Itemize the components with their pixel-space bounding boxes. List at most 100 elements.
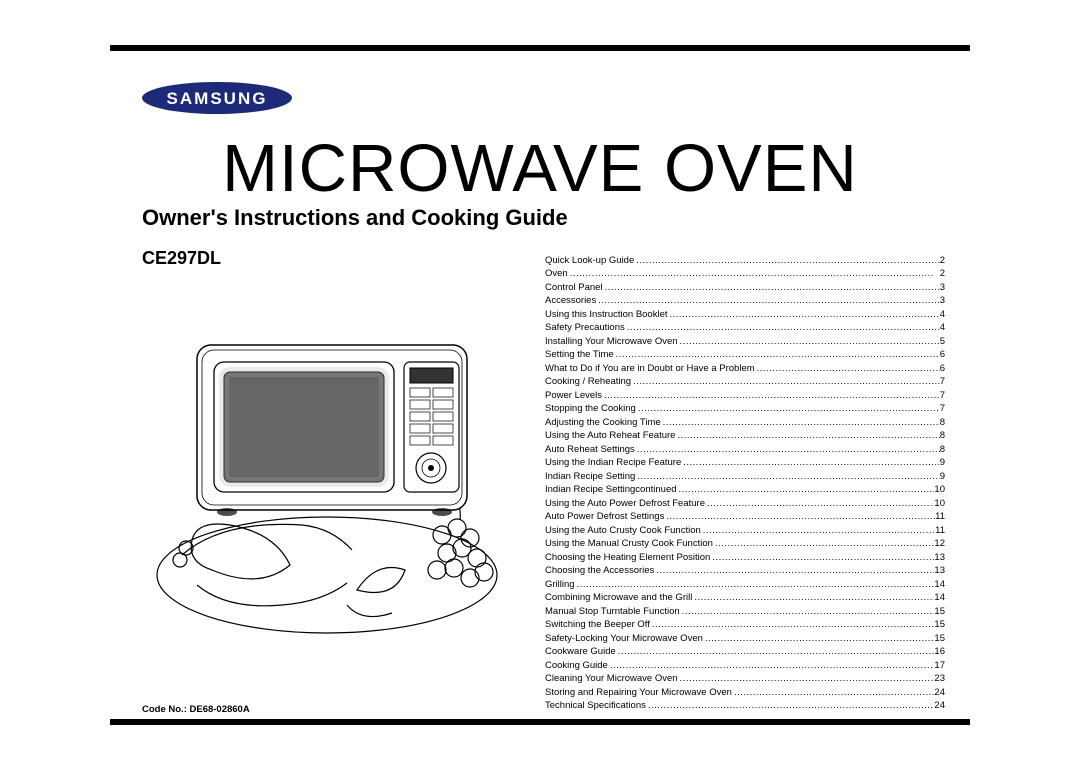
toc-row: Choosing the Heating Element Position13 (545, 551, 945, 564)
toc-label: Indian Recipe Setting (545, 470, 635, 483)
toc-row: Adjusting the Cooking Time8 (545, 416, 945, 429)
toc-row: Cookware Guide16 (545, 645, 945, 658)
toc-row: Manual Stop Turntable Function15 (545, 605, 945, 618)
toc-label: Using the Auto Power Defrost Feature (545, 497, 705, 510)
toc-page-number: 14 (934, 578, 945, 591)
toc-row: Accessories 3 (545, 294, 945, 307)
toc-page-number: 3 (940, 294, 945, 307)
toc-label: Accessories (545, 294, 596, 307)
toc-leader-dots (692, 591, 934, 604)
toc-page-number: 12 (934, 537, 945, 550)
toc-page-number: 5 (940, 335, 945, 348)
main-title: MICROWAVE OVEN (110, 130, 970, 207)
toc-leader-dots (664, 510, 935, 523)
toc-leader-dots (661, 416, 940, 429)
toc-page-number: 8 (940, 416, 945, 429)
toc-row: Control Panel3 (545, 281, 945, 294)
toc-leader-dots (636, 402, 940, 415)
toc-page-number: 8 (940, 429, 945, 442)
toc-leader-dots (650, 618, 935, 631)
toc-leader-dots (703, 632, 935, 645)
toc-page-number: 4 (940, 308, 945, 321)
toc-label: Oven (545, 267, 568, 280)
toc-leader-dots (681, 456, 939, 469)
toc-leader-dots (755, 362, 940, 375)
toc-row: Power Levels7 (545, 389, 945, 402)
toc-label: Safety-Locking Your Microwave Oven (545, 632, 703, 645)
toc-page-number: 11 (935, 524, 945, 537)
toc-row: Safety Precautions4 (545, 321, 945, 334)
toc-row: Using the Manual Crusty Cook Function 12 (545, 537, 945, 550)
toc-row: Stopping the Cooking7 (545, 402, 945, 415)
toc-leader-dots (616, 645, 935, 658)
toc-label: Cooking Guide (545, 659, 608, 672)
toc-label: Cookware Guide (545, 645, 616, 658)
toc-page-number: 4 (940, 321, 945, 334)
toc-page-number: 13 (934, 564, 945, 577)
toc-label: Cleaning Your Microwave Oven (545, 672, 678, 685)
toc-label: Stopping the Cooking (545, 402, 636, 415)
toc-leader-dots (678, 335, 940, 348)
toc-row: Safety-Locking Your Microwave Oven 15 (545, 632, 945, 645)
toc-leader-dots (631, 375, 940, 388)
toc-page-number: 24 (934, 699, 945, 712)
toc-label: Auto Power Defrost Settings (545, 510, 664, 523)
toc-row: Using this Instruction Booklet 4 (545, 308, 945, 321)
toc-row: Indian Recipe Settingcontinued10 (545, 483, 945, 496)
toc-page-number: 7 (940, 375, 945, 388)
toc-leader-dots (575, 578, 935, 591)
toc-page-number: 8 (940, 443, 945, 456)
toc-leader-dots (678, 672, 935, 685)
toc-label: Using the Indian Recipe Feature (545, 456, 681, 469)
toc-page-number: 11 (935, 510, 945, 523)
toc-row: Using the Auto Reheat Feature8 (545, 429, 945, 442)
toc-row: Setting the Time6 (545, 348, 945, 361)
toc-row: Installing Your Microwave Oven5 (545, 335, 945, 348)
toc-leader-dots (680, 605, 935, 618)
toc-leader-dots (634, 254, 939, 267)
toc-label: Using the Manual Crusty Cook Function (545, 537, 713, 550)
toc-page-number: 14 (934, 591, 945, 604)
toc-label: Cooking / Reheating (545, 375, 631, 388)
toc-leader-dots (705, 497, 934, 510)
toc-page-number: 9 (940, 470, 945, 483)
toc-page-number: 10 (934, 483, 945, 496)
product-illustration (142, 310, 512, 650)
model-number: CE297DL (142, 248, 221, 269)
toc-leader-dots (701, 524, 935, 537)
toc-page-number: 23 (934, 672, 945, 685)
toc-label: Auto Reheat Settings (545, 443, 635, 456)
toc-page-number: 15 (934, 605, 945, 618)
toc-page-number: 6 (940, 348, 945, 361)
toc-label: Quick Look-up Guide (545, 254, 634, 267)
toc-row: Storing and Repairing Your Microwave Ove… (545, 686, 945, 699)
toc-label: Choosing the Accessories (545, 564, 654, 577)
toc-page-number: 24 (934, 686, 945, 699)
svg-text:SAMSUNG: SAMSUNG (167, 89, 268, 108)
toc-row: Auto Reheat Settings 8 (545, 443, 945, 456)
toc-page-number: 15 (934, 618, 945, 631)
toc-page-number: 7 (940, 389, 945, 402)
toc-leader-dots (625, 321, 940, 334)
toc-page-number: 15 (934, 632, 945, 645)
toc-label: Grilling (545, 578, 575, 591)
toc-leader-dots (635, 443, 940, 456)
toc-leader-dots (603, 281, 940, 294)
toc-leader-dots (654, 564, 934, 577)
toc-row: Oven2 (545, 267, 945, 280)
toc-leader-dots (568, 267, 940, 280)
toc-leader-dots (668, 308, 940, 321)
toc-leader-dots (732, 686, 934, 699)
code-number: Code No.: DE68-02860A (142, 704, 250, 715)
toc-label: What to Do if You are in Doubt or Have a… (545, 362, 755, 375)
toc-page-number: 6 (940, 362, 945, 375)
toc-label: Using this Instruction Booklet (545, 308, 668, 321)
toc-leader-dots (646, 699, 935, 712)
toc-page-number: 13 (934, 551, 945, 564)
toc-row: Cleaning Your Microwave Oven 23 (545, 672, 945, 685)
toc-leader-dots (713, 537, 935, 550)
toc-leader-dots (710, 551, 934, 564)
toc-row: Cooking / Reheating 7 (545, 375, 945, 388)
table-of-contents: Quick Look-up Guide2Oven2Control Panel3A… (545, 254, 945, 712)
toc-row: Indian Recipe Setting 9 (545, 470, 945, 483)
